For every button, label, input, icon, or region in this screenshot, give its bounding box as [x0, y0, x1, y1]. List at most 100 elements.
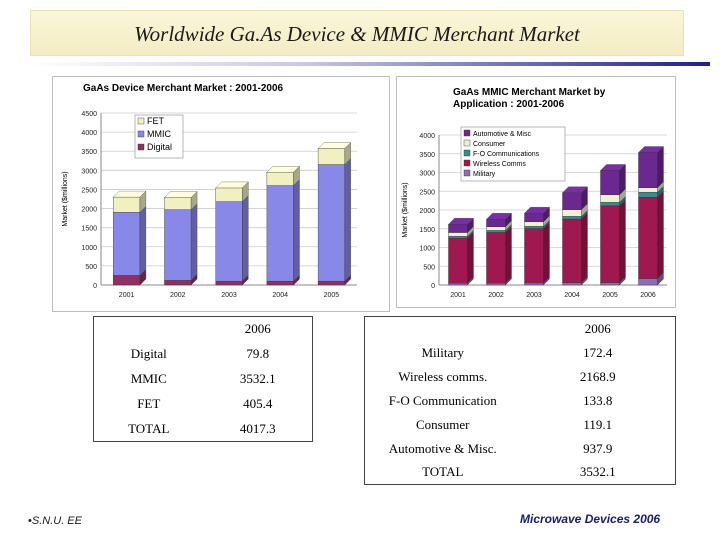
slide-title: Worldwide Ga.As Device & MMIC Merchant M… — [134, 22, 580, 46]
table-header-cell: 2006 — [244, 321, 271, 337]
x-tick-label: 2001 — [450, 292, 466, 299]
device-market-chart-svg: GaAs Device Merchant Market : 2001-2006 0… — [62, 83, 357, 299]
bar-top — [638, 146, 664, 153]
bar-segment — [448, 282, 468, 286]
bar-top — [524, 207, 550, 214]
legend-swatch — [137, 143, 145, 151]
legend-label: Digital — [147, 142, 172, 152]
legend-swatch — [463, 149, 471, 157]
y-axis-label: Market ($millions) — [402, 182, 409, 237]
application-table: 2006 Military 172.4 Wireless comms. 2168… — [364, 316, 676, 485]
bar-segment — [266, 185, 294, 282]
chart-title: GaAs Device Merchant Market : 2001-2006 — [83, 83, 284, 94]
bar-segment — [317, 280, 345, 286]
y-tick-label: 3000 — [81, 168, 97, 175]
table-cell: Automotive & Misc. — [388, 440, 497, 456]
bar-segment — [164, 280, 192, 286]
bar-segment — [638, 191, 658, 198]
legend-swatch — [463, 139, 471, 147]
y-tick-label: 1000 — [419, 246, 435, 253]
y-tick-label: 3500 — [81, 149, 97, 156]
bar-segment — [266, 280, 294, 286]
bar-side — [242, 195, 249, 282]
table-header-row: 2006 — [94, 317, 313, 342]
y-tick-label: 0 — [93, 283, 97, 290]
bar-segment — [486, 230, 506, 233]
legend-label: Consumer — [473, 141, 506, 148]
table-cell: 937.9 — [583, 440, 613, 456]
bar-segment — [486, 226, 506, 231]
bar-segment — [113, 196, 141, 213]
table-row: MMIC 3532.1 — [94, 367, 313, 392]
y-tick-label: 2000 — [419, 208, 435, 215]
table-cell: 79.8 — [246, 346, 270, 361]
table-cell: 405.4 — [243, 396, 273, 411]
legend-swatch — [137, 130, 145, 138]
bar-top — [266, 166, 300, 173]
bar-segment — [562, 216, 582, 220]
bar-segment — [448, 236, 468, 239]
table-cell: F-O Communication — [388, 392, 497, 408]
device-market-chart: GaAs Device Merchant Market : 2001-2006 0… — [52, 76, 390, 312]
y-tick-label: 1000 — [81, 245, 97, 252]
bar-segment — [600, 282, 620, 286]
title-band — [30, 10, 684, 56]
bar-segment — [638, 278, 658, 286]
y-tick-label: 1500 — [81, 226, 97, 233]
table-cell: 172.4 — [583, 344, 613, 360]
table-cell: Digital — [130, 346, 167, 361]
bar-top — [486, 213, 512, 220]
bar-segment — [524, 282, 544, 286]
bar-top — [600, 164, 626, 171]
x-tick-label: 2002 — [488, 292, 504, 299]
mmic-application-chart-svg: GaAs MMIC Merchant Market byApplication … — [402, 87, 667, 299]
y-tick-label: 3500 — [419, 152, 435, 159]
x-tick-label: 2005 — [324, 292, 340, 299]
table-header-cell: 2006 — [584, 320, 611, 336]
table-cell: Consumer — [416, 416, 470, 432]
y-tick-label: 2500 — [81, 187, 97, 194]
bar-segment — [266, 172, 294, 186]
table-row: F-O Communication 133.8 — [365, 389, 676, 413]
bar-segment — [164, 197, 192, 210]
bar-segment — [562, 218, 582, 283]
bar-segment — [524, 226, 544, 229]
bar-side — [657, 190, 664, 279]
table-row: Wireless comms. 2168.9 — [365, 365, 676, 389]
y-tick-label: 3000 — [419, 171, 435, 178]
bar-side — [581, 212, 588, 284]
y-tick-label: 1500 — [419, 227, 435, 234]
bar-segment — [524, 221, 544, 227]
table-cell: TOTAL — [128, 420, 170, 436]
bar-segment — [600, 202, 620, 206]
y-tick-label: 500 — [85, 264, 97, 271]
bar-top — [215, 181, 249, 189]
bar-side — [293, 179, 300, 282]
table-row: TOTAL 4017.3 — [94, 417, 313, 442]
y-tick-label: 4500 — [81, 111, 97, 118]
y-tick-label: 4000 — [81, 130, 97, 137]
table-header-row: 2006 — [365, 317, 676, 341]
bar-segment — [448, 237, 468, 284]
bar-segment — [600, 194, 620, 203]
bar-segment — [600, 205, 620, 283]
legend-swatch — [463, 169, 471, 177]
bar-segment — [524, 212, 544, 223]
bar-top — [112, 190, 147, 198]
bar-segment — [486, 282, 506, 286]
bar-segment — [113, 275, 141, 286]
legend-label: F-O Communications — [473, 151, 540, 158]
table-row: Military 172.4 — [365, 341, 676, 365]
table-cell: Wireless comms. — [398, 368, 488, 384]
bar-top — [562, 186, 588, 193]
bar-side — [467, 231, 474, 284]
x-tick-label: 2004 — [272, 292, 288, 299]
bar-side — [543, 222, 550, 284]
y-axis-label: Market ($millions) — [62, 171, 69, 226]
bar-segment — [164, 209, 192, 281]
bar-segment — [448, 232, 468, 237]
bar-segment — [638, 197, 658, 279]
x-tick-label: 2004 — [564, 292, 580, 299]
table-cell: 3532.1 — [239, 371, 276, 386]
bar-segment — [600, 170, 620, 196]
